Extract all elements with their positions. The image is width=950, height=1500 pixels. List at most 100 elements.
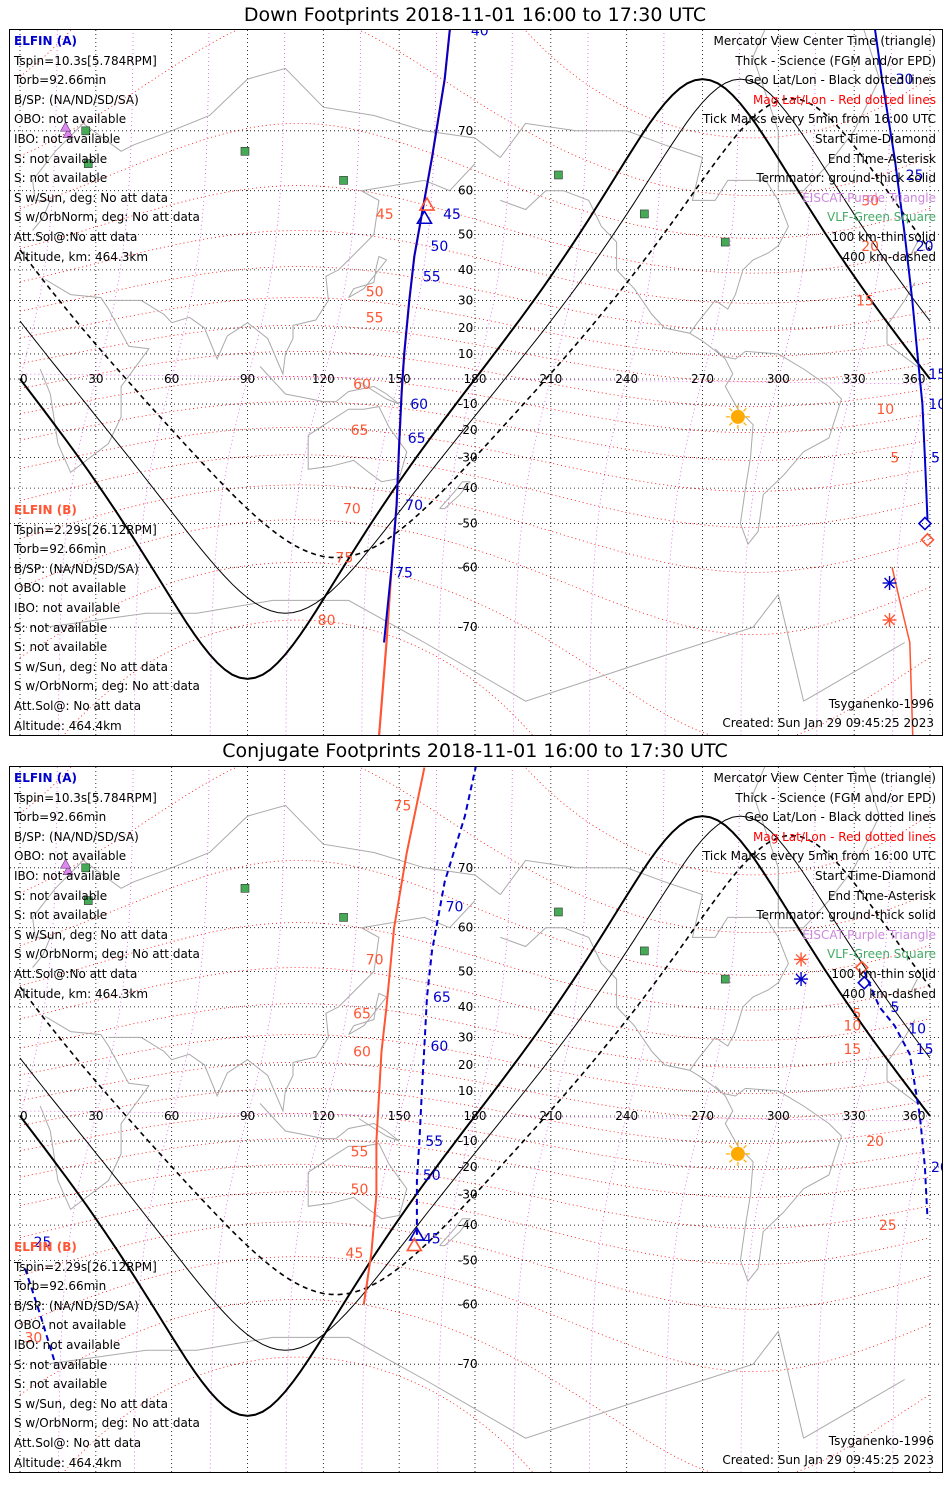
lon-tick-label: 120 (312, 1109, 335, 1123)
coastline (752, 767, 880, 929)
tick-label-elfin-b: 65 (351, 423, 369, 439)
mag-lat-line (19, 1256, 931, 1372)
tick-label-elfin-b: 60 (353, 1045, 371, 1061)
end-asterisk-b (795, 953, 807, 965)
tick-labels: 45 50 55 60 65 70 75 40 30 25 20 15 10 5 45 50 55 60 65 70 7… (318, 30, 942, 629)
lat-tick-label: 10 (458, 1084, 473, 1098)
tick-label-elfin-b: 75 (335, 551, 353, 567)
markers (405, 952, 872, 1252)
info-line: B/SP: (NA/ND/SD/SA) (14, 829, 139, 844)
coastline (752, 30, 880, 192)
mag-lon-line (437, 767, 513, 1472)
vlf-square (720, 974, 730, 984)
info-line: S w/OrbNorm, deg: No att data (14, 1416, 200, 1431)
vlf-square (240, 883, 250, 893)
legend-item: VLF-Green Square (827, 210, 936, 225)
info-line: Altitude, km: 464.3km (14, 249, 149, 264)
mag-lat-line (19, 922, 931, 1011)
mag-lon-line (513, 30, 589, 735)
lat-tick-label: 30 (458, 1030, 473, 1044)
info-line: B/SP: (NA/ND/SD/SA) (14, 561, 139, 576)
tick-label-elfin-a: 15 (928, 367, 942, 383)
lat-tick-label: 70 (458, 861, 473, 875)
info-line: S w/Sun, deg: No att data (14, 927, 168, 942)
tick-label-elfin-b: 10 (844, 1019, 862, 1035)
legend-item: Mag Lat/Lon - Red dotted lines (752, 92, 936, 107)
mag-lat-line (19, 562, 931, 735)
coastline (803, 642, 905, 702)
eiscat-triangle (62, 865, 74, 876)
lat-tick-label: 20 (458, 1058, 473, 1072)
tick-label-elfin-b: 30 (25, 1330, 43, 1346)
map-legend: Mercator View Center Time (triangle) Thic… (703, 32, 936, 267)
legend-item: EISCAT-Purple Triangle (802, 927, 936, 942)
tick-label-elfin-b: 10 (876, 402, 894, 418)
lat-tick-label: -30 (458, 451, 478, 465)
track-elfin-b (378, 30, 451, 735)
mag-lon-line (209, 30, 286, 735)
lat-tick-label: 10 (458, 347, 473, 361)
coastline (439, 481, 471, 510)
terminator-100km (19, 78, 931, 614)
stations (59, 858, 750, 1166)
legend-item: Tick Marks every 5min from 16:00 UTC (702, 849, 936, 864)
tick-label-elfin-a: 15 (916, 1042, 934, 1058)
conjugate-footprints-map: 70 60 50 40 30 20 10 -10 -20 -30 -40 -50 -60 -70 0 30 60… (9, 766, 943, 1473)
created-label: Created: Sun Jan 29 09:45:25 2023 (722, 716, 934, 730)
tick-label-elfin-b: 5 (852, 1006, 861, 1022)
legend-item: 100 km-thin solid (831, 966, 936, 981)
mag-lon-line (664, 767, 741, 1472)
lat-tick-label: -10 (458, 1134, 478, 1148)
eiscat-triangle (59, 121, 72, 132)
info-line: S: not available (14, 620, 108, 635)
tick-label-elfin-b: 45 (346, 1246, 364, 1262)
satellite-name: ELFIN (A) (14, 771, 77, 785)
info-line: Tspin=2.29s[26.12RPM] (14, 1259, 157, 1274)
lat-tick-label: 50 (458, 964, 473, 978)
elfin-b-info: ELFIN (B) Tspin=2.29s[26.12RPM] Torb=92.66… (14, 1238, 200, 1472)
panel2-title: Conjugate Footprints 2018-11-01 16:00 to… (222, 740, 728, 762)
terminator-ground (19, 815, 931, 1417)
coastline (259, 1103, 400, 1142)
lat-tick-label: 60 (458, 921, 473, 935)
terminators (19, 78, 931, 680)
legend-item: EISCAT-Purple Triangle (802, 190, 936, 205)
elfin-a-info: ELFIN (A) Tspin=10.3s[5.784RPM] Torb=92.66… (14, 769, 200, 1004)
info-line: Torb=92.66min (14, 1279, 107, 1294)
lon-tick-label: 240 (615, 372, 638, 386)
info-line: Tspin=10.3s[5.784RPM] (14, 53, 157, 68)
lon-tick-label: 90 (240, 372, 255, 386)
sun-ray (743, 407, 747, 412)
legend-item: Mag Lat/Lon - Red dotted lines (752, 829, 936, 844)
sun-ray (728, 1159, 733, 1163)
center-triangle-a (408, 1226, 426, 1241)
start-diamond-a (917, 516, 933, 531)
mag-lat-line (19, 1299, 931, 1472)
coastline (259, 366, 400, 405)
tick-labels: 7570656055504525510152075706560555045305… (25, 798, 942, 1346)
mag-lon-line (285, 767, 362, 1472)
mag-lon-line (816, 767, 892, 1472)
lat-tick-label: 50 (458, 227, 473, 241)
info-line: Torb=92.66min (14, 73, 107, 88)
track-elfin-a (863, 971, 929, 1219)
map-canvas: 70 60 50 40 30 20 10 -10 -20 -30 -40 -50 -60 -70 0 30 60… (10, 30, 942, 735)
legend-item: Tick Marks every 5min from 16:00 UTC (702, 112, 936, 127)
tick-label-elfin-b: 45 (376, 207, 394, 223)
lon-tick-label: 120 (312, 372, 335, 386)
info-line: IBO: not available (14, 868, 121, 883)
tick-label-elfin-b: 65 (353, 1006, 371, 1022)
coastline (499, 122, 789, 334)
info-line: Altitude: 464.4km (14, 718, 122, 733)
info-line: OBO: not available (14, 581, 127, 596)
down-footprints-map: 70 60 50 40 30 20 10 -10 -20 -30 -40 -50 -60 -70 0 30 60… (9, 29, 943, 736)
mag-lon-line (513, 767, 589, 1472)
tracks (24, 767, 929, 1365)
lon-tick-label: 360 (903, 1109, 926, 1123)
tick-label-elfin-a: 50 (430, 239, 448, 255)
lon-tick-label: 0 (20, 372, 28, 386)
center-triangle-b (418, 196, 436, 211)
legend-item: Mercator View Center Time (triangle) (713, 771, 936, 785)
lon-tick-label: 30 (88, 1109, 103, 1123)
lon-tick-label: 270 (691, 1109, 714, 1123)
